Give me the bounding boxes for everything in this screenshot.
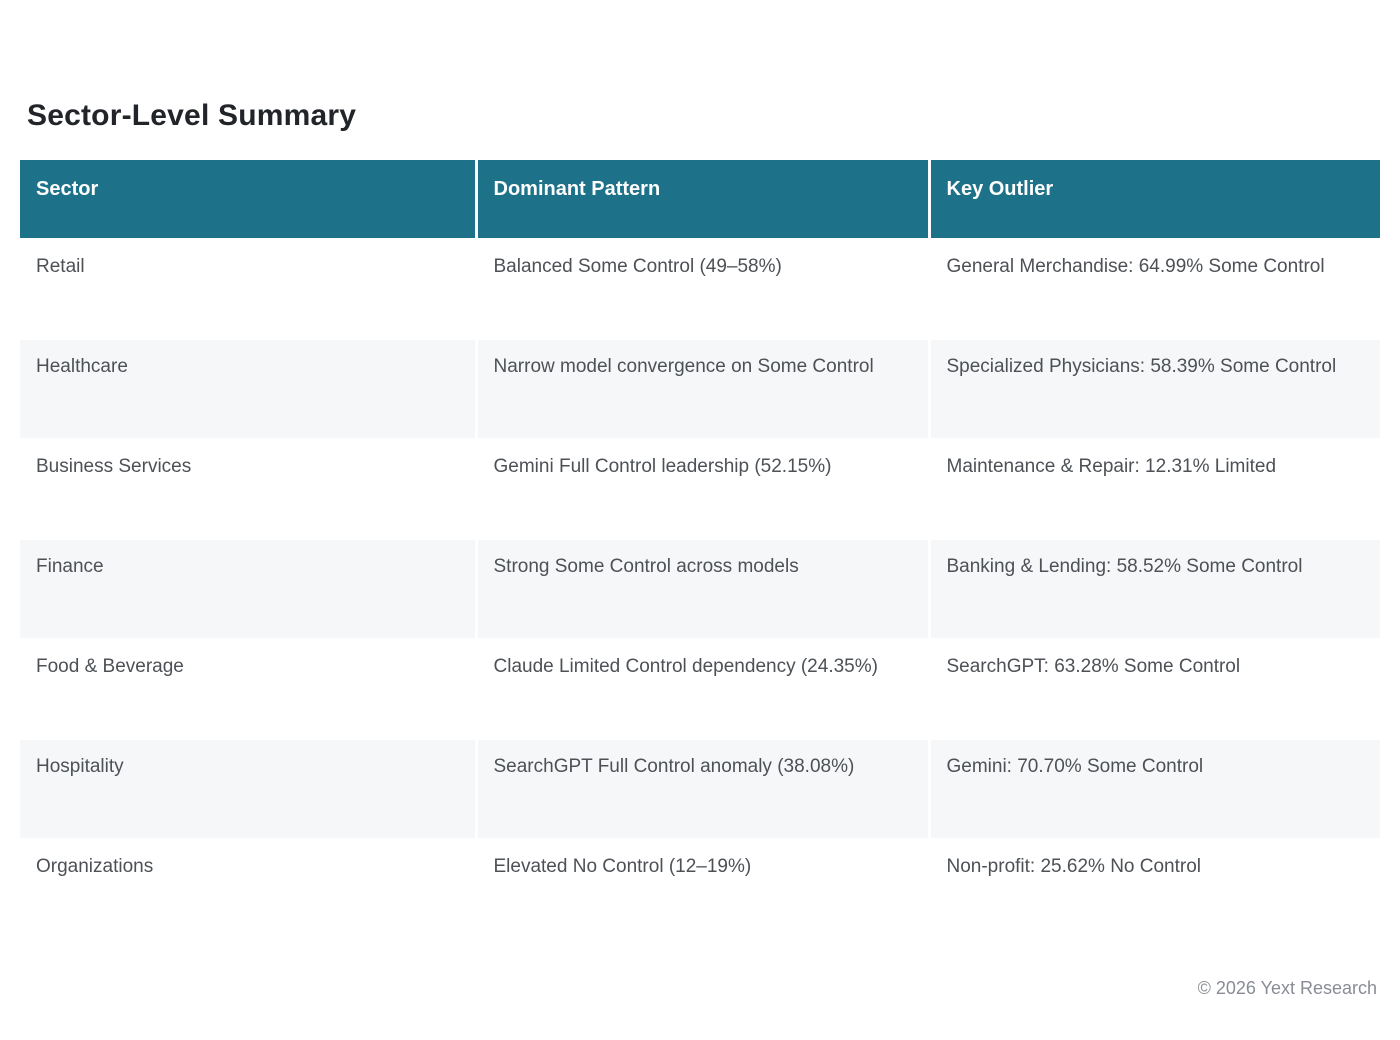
sector-cell: Hospitality xyxy=(20,739,478,840)
table-row: Hospitality SearchGPT Full Control anoma… xyxy=(20,739,1380,840)
table-body: Retail Balanced Some Control (49–58%) Ge… xyxy=(20,239,1380,940)
table-header: Sector Dominant Pattern Key Outlier xyxy=(20,160,1380,240)
copyright-footer: © 2026 Yext Research xyxy=(1197,978,1377,998)
sector-cell: Food & Beverage xyxy=(20,639,478,740)
table-row: Food & Beverage Claude Limited Control d… xyxy=(20,639,1380,740)
outlier-cell: General Merchandise: 64.99% Some Control xyxy=(929,239,1380,340)
outlier-cell: Specialized Physicians: 58.39% Some Cont… xyxy=(929,339,1380,440)
outlier-cell: Banking & Lending: 58.52% Some Control xyxy=(929,539,1380,640)
column-header-dominant-pattern: Dominant Pattern xyxy=(476,160,931,240)
table-row: Healthcare Narrow model convergence on S… xyxy=(20,339,1380,440)
table-row: Business Services Gemini Full Control le… xyxy=(20,439,1380,540)
sector-cell: Business Services xyxy=(20,439,478,540)
sector-cell: Retail xyxy=(20,239,478,340)
report-page: Sector-Level Summary Sector Dominant Pat… xyxy=(0,98,1400,999)
column-header-sector: Sector xyxy=(20,160,478,240)
sector-cell: Finance xyxy=(20,539,478,640)
sector-summary-table: Sector Dominant Pattern Key Outlier Reta… xyxy=(20,160,1380,940)
outlier-cell: Gemini: 70.70% Some Control xyxy=(929,739,1380,840)
pattern-cell: Strong Some Control across models xyxy=(476,539,931,640)
pattern-cell: SearchGPT Full Control anomaly (38.08%) xyxy=(476,739,931,840)
pattern-cell: Balanced Some Control (49–58%) xyxy=(476,239,931,340)
outlier-cell: Maintenance & Repair: 12.31% Limited xyxy=(929,439,1380,540)
pattern-cell: Gemini Full Control leadership (52.15%) xyxy=(476,439,931,540)
pattern-cell: Claude Limited Control dependency (24.35… xyxy=(476,639,931,740)
sector-cell: Organizations xyxy=(20,839,478,940)
table-row: Retail Balanced Some Control (49–58%) Ge… xyxy=(20,239,1380,340)
sector-cell: Healthcare xyxy=(20,339,478,440)
table-row: Organizations Elevated No Control (12–19… xyxy=(20,839,1380,940)
pattern-cell: Narrow model convergence on Some Control xyxy=(476,339,931,440)
outlier-cell: SearchGPT: 63.28% Some Control xyxy=(929,639,1380,740)
table-row: Finance Strong Some Control across model… xyxy=(20,539,1380,640)
header-row: Sector Dominant Pattern Key Outlier xyxy=(20,160,1380,240)
outlier-cell: Non-profit: 25.62% No Control xyxy=(929,839,1380,940)
column-header-key-outlier: Key Outlier xyxy=(929,160,1380,240)
pattern-cell: Elevated No Control (12–19%) xyxy=(476,839,931,940)
page-title: Sector-Level Summary xyxy=(27,99,357,132)
